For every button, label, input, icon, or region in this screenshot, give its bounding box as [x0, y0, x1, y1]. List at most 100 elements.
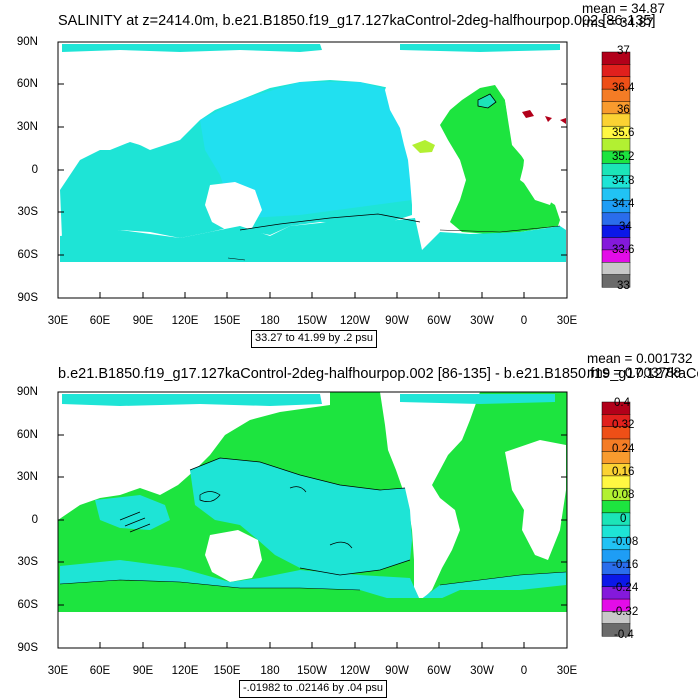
- panel2-lon-label: 60W: [427, 665, 451, 677]
- panel2-range-label: -.01982 to .02146 by .04 psu: [239, 680, 388, 698]
- panel1-lon-label: 120W: [339, 315, 371, 327]
- panel1-arctic: [62, 44, 322, 52]
- panel1-colorbar-label: 35.6: [612, 127, 635, 139]
- panel2-lon-label: 30E: [556, 665, 578, 677]
- panel2-colorbar-label: -0.08: [612, 536, 639, 548]
- panel1-africa: [505, 92, 566, 205]
- panel2-lon-label: 180: [260, 665, 280, 677]
- panel2-lon-label: 90W: [385, 665, 409, 677]
- panel1-lon-label: 150E: [213, 315, 241, 327]
- panel1-colorbar: [601, 51, 631, 288]
- panel2-lon-label: 30W: [470, 665, 494, 677]
- panel1-lon-label: 150W: [296, 315, 328, 327]
- panel1-colorbar-label: 35.2: [612, 151, 635, 163]
- panel2-lat-label: 60S: [17, 599, 38, 611]
- panel1-colorbar-label: 34.8: [612, 175, 635, 187]
- panel1-americas: [385, 55, 480, 250]
- panel1-rms: rms = 34.87: [582, 15, 654, 30]
- panel2-lon-label: 60E: [89, 665, 111, 677]
- panel2-lat-label: 0: [31, 514, 38, 526]
- panel1-lon-label: 60E: [89, 315, 111, 327]
- panel2-colorbar-label: 0.32: [612, 419, 635, 431]
- panel1-med: [522, 110, 566, 124]
- panel1-range-label: 33.27 to 41.99 by .2 psu: [251, 330, 378, 348]
- panel2-lon-label: 90E: [132, 665, 154, 677]
- panel1-colorbar-label: 36: [617, 104, 630, 116]
- panel1-lat-label: 60N: [16, 78, 38, 90]
- panel1-colorbar-swatch: [601, 64, 631, 78]
- panel1-pacific-light: [200, 82, 428, 218]
- panel1-lat-ticks: [58, 41, 567, 256]
- panel2-lon-label: 120E: [171, 665, 199, 677]
- panel1-atlantic: [440, 85, 560, 234]
- panel1-colorbar-swatch: [601, 138, 631, 152]
- panel2-lon-label: 150W: [296, 665, 328, 677]
- panel1-mean: mean = 34.87: [582, 1, 665, 16]
- panel1-lon-label: 30W: [470, 315, 494, 327]
- panel2-colorbar-swatch: [601, 500, 631, 514]
- panel2-colorbar-label: 0.08: [612, 489, 635, 501]
- panel1-lat-label: 90N: [16, 36, 38, 48]
- panel2-colorbar-swatch: [601, 623, 631, 637]
- panel1-lon-label: 30E: [47, 315, 69, 327]
- panel2-americas: [380, 392, 480, 602]
- panel1-lon-ticks: [57, 292, 568, 298]
- panel2-colorbar-label: 0.16: [612, 466, 635, 478]
- panel1-australia: [205, 182, 262, 232]
- panel1-lat-label: 0: [31, 164, 38, 176]
- panel2-lat-label: 30N: [16, 471, 38, 483]
- panel1-lon-label: 180: [260, 315, 280, 327]
- panel1-map: [57, 41, 568, 299]
- panel1-colorbar-label: 34: [619, 221, 632, 233]
- panel2-indian-cyan: [95, 495, 170, 530]
- panel2-colorbar-label: 0.4: [614, 397, 630, 409]
- panel2-lat-label: 90S: [17, 642, 38, 654]
- panel1-southern-band: [60, 218, 566, 264]
- panel1-lon-label: 60W: [427, 315, 451, 327]
- panel2-asia: [58, 392, 330, 520]
- panel1-title: SALINITY at z=2414.0m, b.e21.B1850.f19_g…: [58, 13, 656, 29]
- panel1-colorbar-label: 36.4: [612, 82, 635, 94]
- panel2-lon-label: 120W: [339, 665, 371, 677]
- panel2-lat-label: 90N: [16, 386, 38, 398]
- panel2-colorbar-label: 0: [620, 513, 627, 525]
- panel2-lat-label: 30S: [17, 556, 38, 568]
- panel1-lon-label: 120E: [171, 315, 199, 327]
- panel2-australia: [205, 530, 262, 582]
- panel2-lon-label: 30E: [47, 665, 69, 677]
- panel1-colorbar-label: 34.4: [612, 198, 635, 210]
- panel1-colorbar-swatch: [601, 274, 631, 288]
- panel1-colorbar-label: 33.6: [612, 244, 635, 256]
- panel2-colorbar-label: -0.24: [612, 582, 639, 594]
- panel2-lon-ticks: [57, 642, 568, 648]
- panel2-lon-label: 150E: [213, 665, 241, 677]
- panel1-lon-label: 90E: [132, 315, 154, 327]
- panel2-lat-label: 60N: [16, 429, 38, 441]
- panel1-colorbar-label: 37: [617, 45, 630, 57]
- panel1-lat-label: 90S: [17, 292, 38, 304]
- panel2-lat-ticks: [58, 391, 567, 606]
- panel1-lat-label: 60S: [17, 249, 38, 261]
- panel2-rms: rms = 0.003788: [587, 365, 682, 380]
- panel2-mean: mean = 0.001732: [587, 351, 693, 366]
- panel2-colorbar: [601, 401, 631, 637]
- panel2-map: [57, 391, 568, 649]
- panel2-colorbar-label: -0.4: [614, 629, 634, 641]
- panel2-arctic-cyan: [62, 394, 322, 406]
- panel1-asia: [60, 42, 330, 170]
- panel1-colorbar-label: 33: [617, 280, 630, 292]
- panel2-lon-label: 0: [520, 665, 528, 677]
- panel1-lon-label: 90W: [385, 315, 409, 327]
- panel2-colorbar-label: -0.16: [612, 559, 639, 571]
- panel2-colorbar-label: -0.32: [612, 606, 639, 618]
- panel1-caribbean: [412, 140, 435, 153]
- panel2-africa: [505, 440, 566, 560]
- panel1-lon-label: 0: [520, 315, 528, 327]
- panel2-title: b.e21.B1850.f19_g17.127kaControl-2deg-ha…: [58, 367, 698, 382]
- panel1-colorbar-swatch: [601, 262, 631, 276]
- panel1-lon-label: 30E: [556, 315, 578, 327]
- panel1-lat-label: 30S: [17, 206, 38, 218]
- panel2-colorbar-label: 0.24: [612, 443, 635, 455]
- panel2-southern-cyan: [60, 560, 566, 608]
